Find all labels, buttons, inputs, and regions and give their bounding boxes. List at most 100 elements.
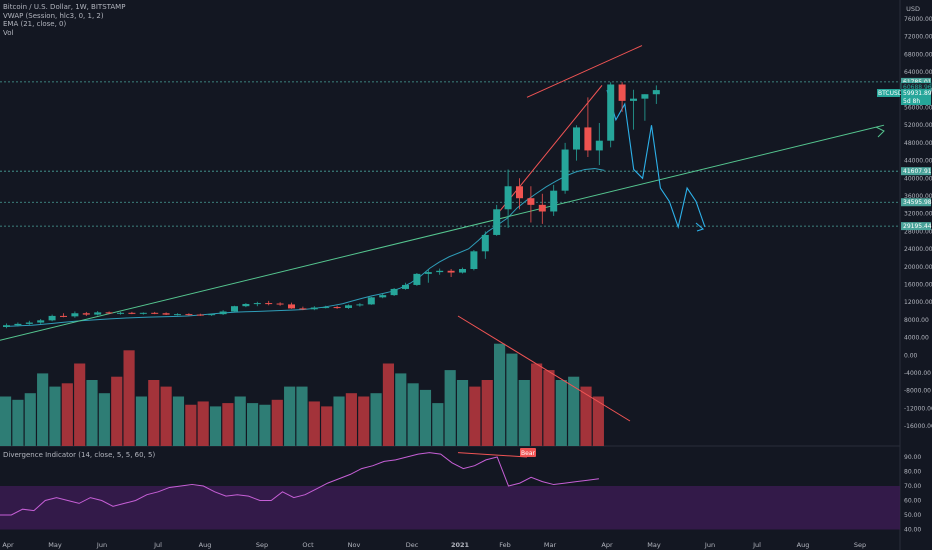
last-price-tag-label: 59931.89 (903, 90, 932, 97)
chart-legend: Bitcoin / U.S. Dollar, 1W, BITSTAMP VWAP… (3, 3, 125, 37)
candle-body (276, 303, 284, 305)
price-tick-label: 72000.00 (904, 34, 932, 41)
volume-bar (172, 396, 185, 446)
candle-body (436, 270, 444, 273)
volume-bar (296, 386, 308, 446)
candle-body (345, 305, 352, 308)
volume-bar (407, 383, 419, 446)
legend-vwap[interactable]: VWAP (Session, hlc3, 0, 1, 2) (3, 11, 104, 20)
candle-body (231, 306, 238, 312)
oscillator-band (0, 486, 900, 530)
oscillator-tick-label: 90.00 (904, 454, 921, 461)
volume-bar (531, 363, 543, 446)
time-tick-label: Aug (797, 541, 810, 549)
volume-bar (395, 373, 407, 446)
volume-bar (358, 396, 370, 446)
time-tick-label: Apr (2, 541, 14, 549)
candle-body (310, 307, 318, 310)
last-price-tag (901, 89, 931, 105)
price-tick-label: 12000.00 (904, 299, 932, 306)
volume-bar (123, 350, 135, 446)
time-tick-label: Jun (704, 541, 715, 549)
price-tick-label: 28000.00 (904, 228, 932, 235)
price-level-tag-label: 41607.91 (903, 168, 932, 175)
volume-bar (98, 393, 110, 446)
currency-label: USD (906, 5, 920, 13)
projection-arrowhead (695, 222, 705, 232)
candle-body (117, 312, 124, 314)
candle-body (481, 234, 489, 252)
price-level-tag (901, 198, 931, 207)
volume-bar (432, 403, 444, 446)
candle-body (595, 140, 603, 151)
volume-bar (494, 343, 506, 446)
candle-body (538, 204, 546, 212)
drawings[interactable] (0, 45, 885, 422)
candle-body (561, 149, 569, 191)
volume-bar (86, 380, 98, 446)
volume-bar (247, 403, 259, 446)
candle-body (25, 322, 33, 324)
time-tick-label: May (647, 541, 661, 549)
volume-bar (49, 386, 61, 446)
candle-body (253, 303, 261, 305)
volume-bar (185, 404, 197, 446)
volume-bar (456, 380, 469, 446)
candle-body (447, 270, 455, 273)
price-tick-label: 44000.00 (904, 158, 932, 165)
candle-body (516, 186, 523, 199)
volume-bar (592, 396, 604, 446)
candle-body (584, 127, 592, 151)
price-tick-label: 76000.00 (904, 16, 932, 23)
candle-body (265, 303, 273, 305)
candle-body (174, 314, 181, 316)
volume-bar (321, 406, 333, 446)
candle-body (550, 190, 558, 212)
oscillator-tick-label: 50.00 (904, 512, 921, 519)
candle-body (641, 94, 649, 99)
candle-body (3, 325, 10, 327)
oscillator-tick-label: 80.00 (904, 469, 921, 476)
price-tick-label: 32000.00 (904, 211, 932, 218)
candle-body (219, 311, 227, 315)
oscillator-title[interactable]: Divergence Indicator (14, close, 5, 5, 6… (3, 451, 156, 459)
candle-body (208, 314, 216, 316)
legend-symbol[interactable]: Bitcoin / U.S. Dollar, 1W, BITSTAMP (3, 3, 126, 11)
time-tick-label: Dec (406, 541, 419, 549)
time-tick-label: Apr (601, 541, 613, 549)
time-tick-label: Aug (199, 541, 212, 549)
candle-body (139, 312, 147, 314)
price-tick-label: 8000.00 (904, 317, 929, 324)
volume-bar (74, 363, 86, 446)
volume-bar (37, 373, 49, 446)
candle-body (618, 84, 626, 101)
price-tick-label: -16000.00 (904, 423, 932, 430)
price-level-tag (901, 222, 931, 231)
legend-ema[interactable]: EMA (21, close, 0) (3, 20, 67, 29)
oscillator-tick-label: 40.00 (904, 527, 921, 534)
volume-bar (580, 386, 592, 446)
oscillator: Bear (0, 448, 599, 516)
candle-body (527, 198, 535, 205)
candle-body (162, 313, 170, 315)
volume-bar (555, 380, 567, 446)
price-level-tag-label: 29195.44 (903, 223, 932, 230)
time-tick-label: 2021 (451, 541, 470, 549)
legend-vol[interactable]: Vol (3, 28, 14, 37)
time-tick-label: May (48, 541, 62, 549)
bear-label: Bear (521, 450, 535, 457)
price-level-tag-label: 61785.01 (903, 79, 932, 86)
volume-bar (284, 386, 296, 446)
candle-body (367, 297, 375, 305)
wedge-lower-line (493, 85, 603, 219)
bear-label-box (520, 448, 536, 457)
trendline (0, 124, 885, 341)
candle-body (151, 312, 159, 314)
time-tick-label: Nov (348, 541, 361, 549)
candle-body (71, 313, 79, 317)
price-tick-label: 56000.00 (904, 105, 932, 112)
candle-body (493, 209, 501, 235)
volume-bar (506, 353, 518, 446)
trendline-arrowhead (875, 126, 885, 138)
